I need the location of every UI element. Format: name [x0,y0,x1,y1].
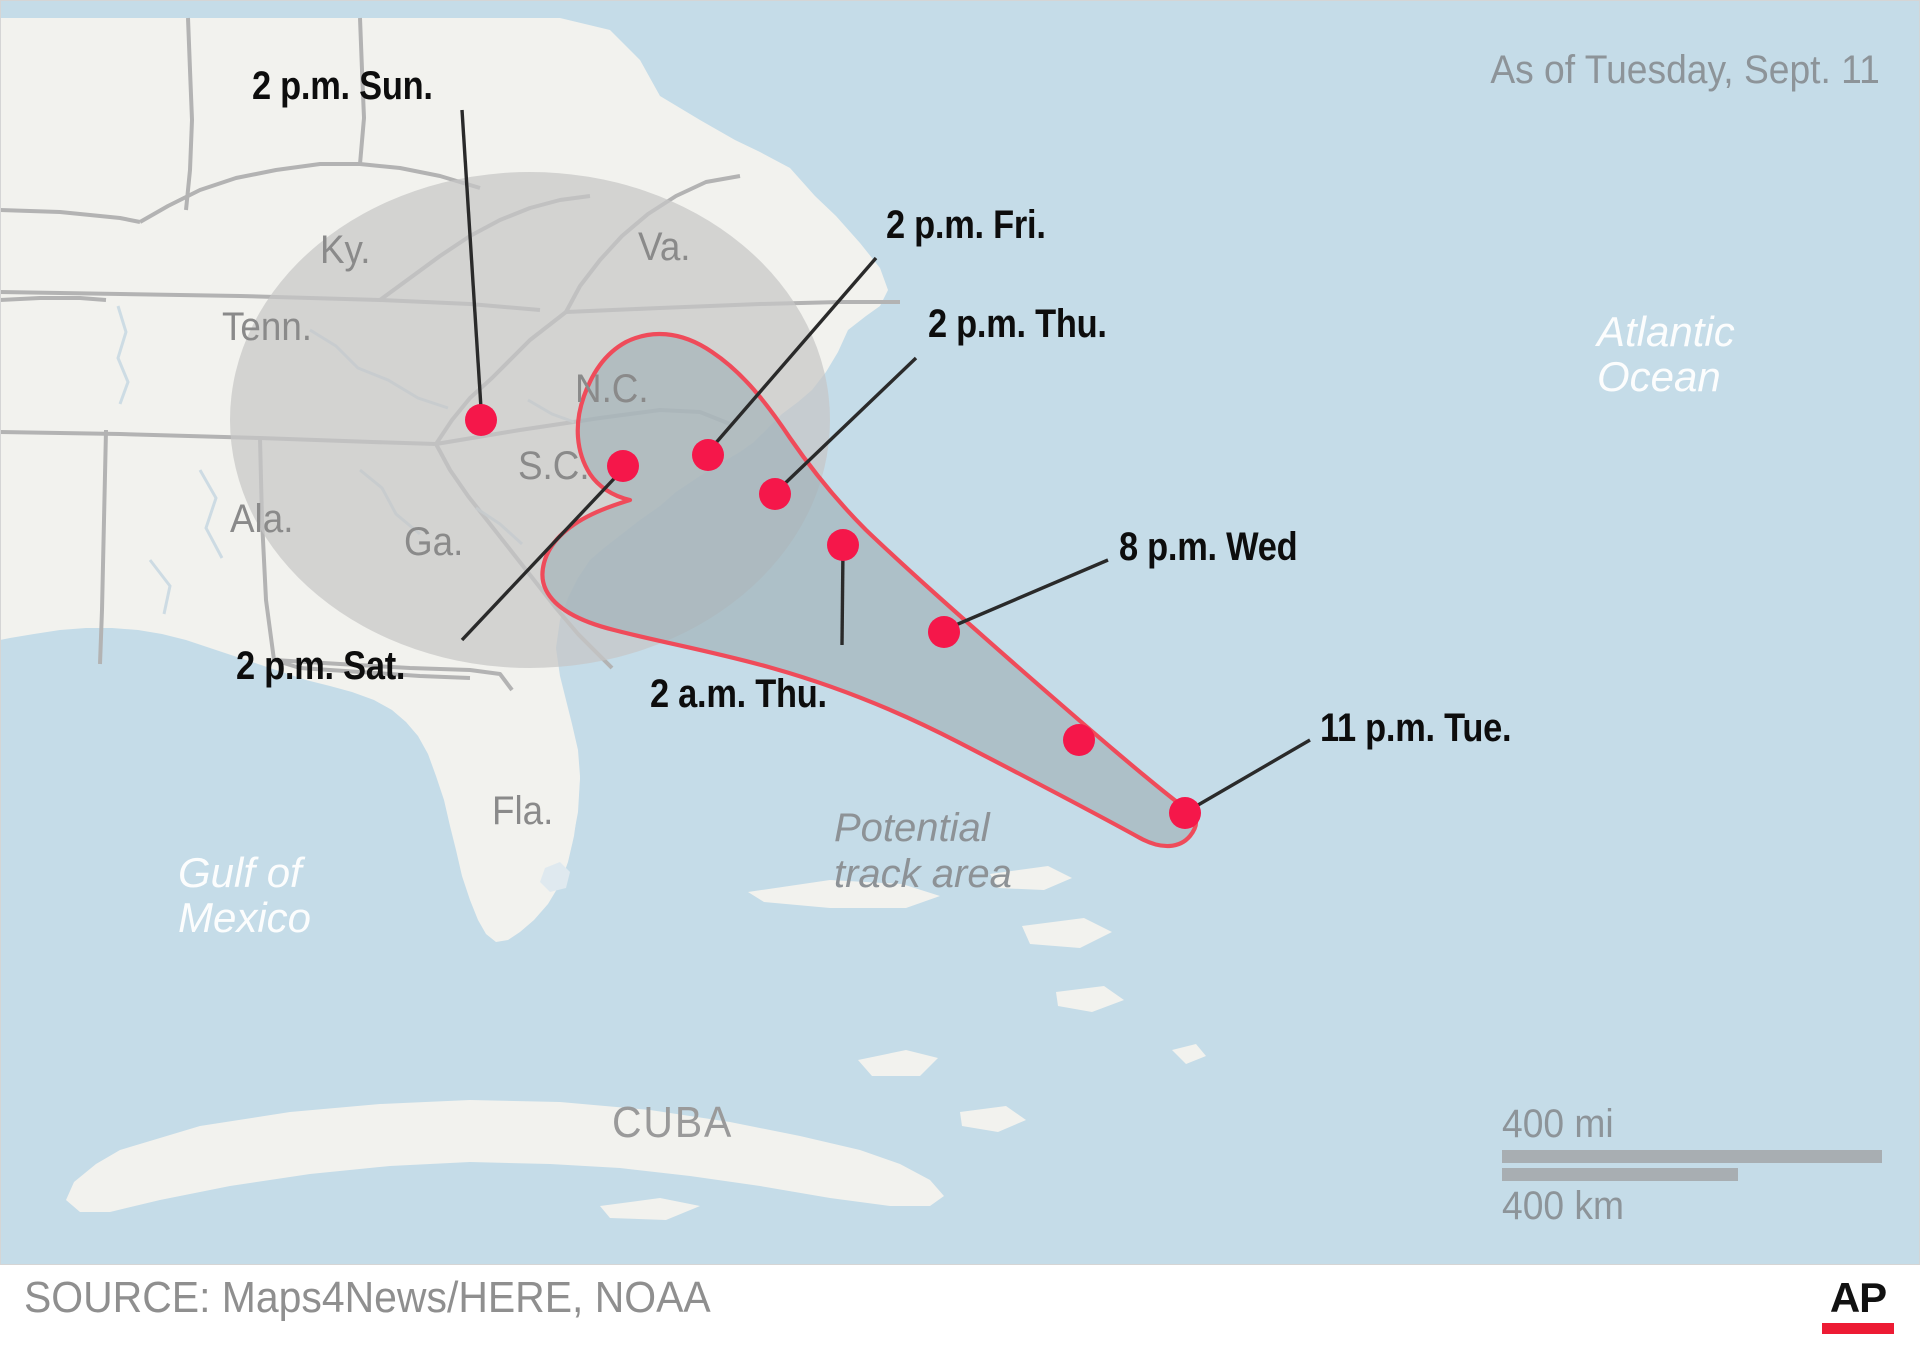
as-of-date: As of Tuesday, Sept. 11 [1490,48,1880,92]
state-label-fla: Fla. [492,789,554,833]
track-dot-wed-8am [1063,724,1095,756]
leader-thu [774,356,918,494]
country-label-cuba: CUBA [612,1098,734,1147]
map-canvas[interactable]: As of Tuesday, Sept. 11 2 p.m. Sun. 2 p.… [0,0,1920,1265]
track-area-line-1: Potential [834,806,990,850]
scale-miles-rule [1502,1150,1882,1164]
ap-logo-bar [1822,1323,1894,1334]
callout-2pm-fri: 2 p.m. Fri. [886,203,1046,247]
source-credit: SOURCE: Maps4News/HERE, NOAA [24,1273,711,1322]
label-gulf-of-mexico: Gulf of Mexico [178,849,312,941]
leader-thu2 [840,547,845,646]
scale-km-label: 400 km [1502,1184,1624,1229]
track-dot-sat-2pm [607,450,639,482]
leader-fri [706,256,878,454]
track-dot-tue-11pm [1169,797,1201,829]
track-dot-fri-2pm [692,439,724,471]
state-label-va: Va. [638,225,691,269]
atlantic-line-1: Atlantic [1597,308,1735,355]
callout-leader-lines [460,109,1311,814]
scale-miles-label: 400 mi [1502,1102,1614,1147]
potential-track-area-label: Potential track area [834,805,1012,897]
scale-bar: 400 mi 400 km [1502,1104,1882,1227]
callout-11pm-tue: 11 p.m. Tue. [1320,706,1512,750]
gulf-line-2: Mexico [178,893,312,941]
callout-8pm-wed: 8 p.m. Wed [1119,525,1298,569]
atlantic-line-2: Ocean [1597,352,1721,400]
leader-wed [943,558,1109,632]
track-dot-sun-2pm [465,404,497,436]
state-label-sc: S.C. [518,444,590,488]
ap-logo-text: AP [1829,1274,1887,1321]
track-area-line-2: track area [834,852,1012,896]
footer: SOURCE: Maps4News/HERE, NOAA AP [0,1265,1920,1350]
ap-logo: AP [1822,1277,1894,1334]
state-label-ga: Ga. [404,520,464,564]
scale-km-rule [1502,1168,1738,1182]
track-dot-thu-2pm [759,478,791,510]
state-label-tenn: Tenn. [222,305,313,349]
gulf-line-1: Gulf of [178,849,302,896]
leader-tue [1185,738,1311,814]
track-dot-wed-8pm [928,616,960,648]
callout-2pm-thu: 2 p.m. Thu. [928,302,1107,346]
label-atlantic-ocean: Atlantic Ocean [1597,308,1735,400]
state-label-ky: Ky. [320,228,371,272]
map-geometry [0,17,1311,1220]
callout-2pm-sun: 2 p.m. Sun. [252,64,433,108]
leader-sun [460,109,483,409]
state-label-nc: N.C. [575,367,649,411]
callout-2am-thu: 2 a.m. Thu. [650,672,827,716]
landmass-caribbean [66,866,1206,1220]
leader-sat [460,464,628,642]
state-label-ala: Ala. [230,497,294,541]
track-dot-thu-2am [827,529,859,561]
forecast-track-dots[interactable] [465,404,1201,829]
callout-2pm-sat: 2 p.m. Sat. [236,644,406,688]
